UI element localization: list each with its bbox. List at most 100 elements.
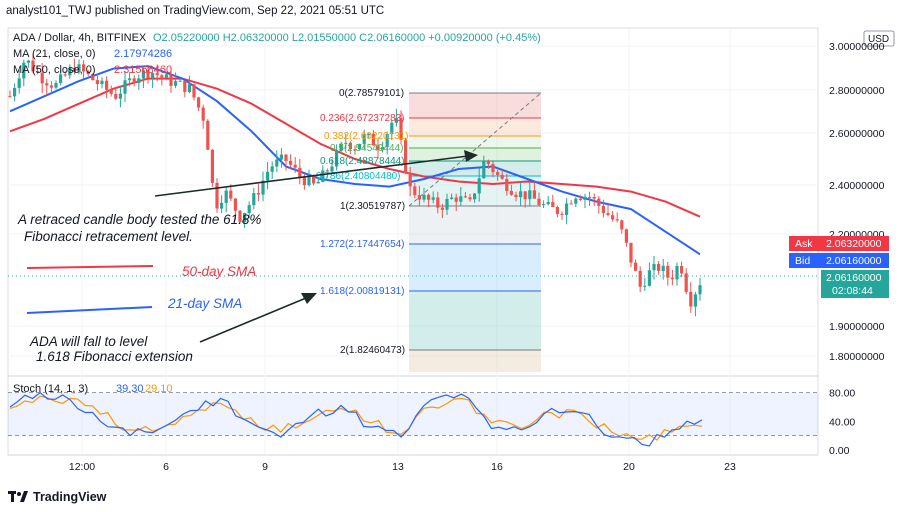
candle-body (551, 202, 555, 207)
candle-body (427, 194, 431, 200)
fib-level-label: 0.236(2.67237283) (320, 113, 405, 124)
candle-body (381, 147, 385, 150)
candle-body (49, 85, 53, 88)
legend-line-sma50 (26, 265, 154, 269)
annotation-fall-2: 1.618 Fibonacci extension (36, 349, 193, 364)
candle-body (565, 203, 569, 215)
candle-body (583, 196, 587, 200)
candle-body (293, 164, 297, 168)
candle-body (91, 74, 95, 81)
candle-body (302, 177, 306, 186)
candle-body (45, 83, 49, 86)
price-tags: Ask 2.06320000 Bid 2.06160000 2.06160000… (789, 236, 889, 298)
fib-zone (409, 244, 541, 291)
fib-zone (409, 291, 541, 350)
candle-body (325, 170, 329, 172)
candle-body (523, 191, 527, 200)
fib-level-label: 0(2.78579101) (339, 88, 404, 99)
candle-body (358, 143, 362, 150)
time-axis[interactable]: 12:00 6 9 13 16 20 23 (8, 454, 818, 473)
stoch-tick-label: 40.00 (829, 416, 855, 428)
fibonacci-labels: 0(2.78579101) 0.236(2.67237283) 0.382(2.60… (316, 88, 409, 356)
main-pane-grid (7, 27, 819, 456)
candle-body (155, 73, 159, 76)
candle-body (569, 203, 573, 205)
time-tick-label: 23 (724, 461, 736, 473)
candle-body (486, 161, 490, 164)
legend-line-sma21 (26, 306, 153, 314)
candle-body (588, 196, 592, 198)
tradingview-logo-icon (8, 491, 28, 502)
fibonacci-tool[interactable] (408, 92, 542, 373)
candle-body (215, 182, 219, 209)
candle-body (109, 89, 113, 94)
candle-body (298, 167, 302, 177)
price-tick-label: 2.80000000 (829, 85, 885, 97)
stoch-band (8, 392, 818, 436)
ask-tag-bg (789, 236, 889, 251)
candle-body (36, 71, 40, 73)
candle-body (528, 190, 532, 200)
ma50-legend-value: 2.31568460 (114, 64, 172, 76)
currency-box (863, 30, 895, 47)
candle-body (105, 80, 109, 90)
candle-body (629, 242, 633, 263)
time-tick-label: 16 (491, 461, 503, 473)
time-tick-label: 9 (262, 461, 268, 473)
fib-level-label: 1.272(2.17447654) (320, 239, 405, 250)
candle-body (634, 262, 638, 271)
candle-body (289, 160, 293, 165)
candle-body (597, 198, 601, 206)
stoch-tick-label: 80.00 (829, 388, 855, 400)
candle-body (514, 194, 518, 198)
candle-body (431, 197, 435, 200)
candle-body (339, 143, 343, 151)
candle-body (247, 205, 251, 213)
candle-body (652, 264, 656, 271)
time-tick-label: 20 (623, 461, 635, 473)
time-tick-label: 6 (163, 461, 169, 473)
candle-body (367, 133, 371, 135)
candle-body (270, 166, 274, 172)
bid-tag-bg (789, 253, 889, 268)
candle-body (59, 74, 63, 83)
candle-body (192, 84, 196, 98)
candle-body (592, 197, 596, 199)
fib-zone (409, 118, 541, 136)
candle-body (137, 78, 141, 83)
candle-body (624, 229, 628, 243)
footer-brand: TradingView (33, 490, 107, 504)
candle-body (643, 285, 647, 287)
candle-body (68, 67, 72, 76)
candle-body (542, 204, 546, 206)
candle-body (266, 171, 270, 181)
arrow-retrace (154, 155, 469, 197)
fib-level-label: 0.382(2.60220131) (324, 131, 409, 142)
candle-body (422, 194, 426, 200)
candle-body (238, 210, 242, 222)
annotation-retrace-2: Fibonacci retracement level. (24, 229, 193, 244)
ask-label: Ask (795, 238, 813, 250)
footer: TradingView (8, 487, 106, 507)
stoch-pane[interactable]: Stoch (14, 1, 3) 39.30 29.10 (8, 383, 818, 447)
candle-body (86, 71, 90, 75)
candle-body (450, 197, 454, 199)
candle-body (284, 154, 288, 161)
ask-value: 2.06320000 (826, 238, 882, 250)
candle-body (146, 70, 150, 78)
candle-body (491, 164, 495, 173)
candle-body (496, 172, 500, 175)
ma21-legend-label: MA (21, close, 0) (13, 48, 96, 60)
candle-body (578, 198, 582, 200)
candle-body (657, 264, 661, 271)
candle-body (77, 64, 81, 72)
candle-body (454, 197, 458, 202)
candle-body (440, 207, 444, 210)
candle-body (620, 220, 624, 230)
candle-body (100, 80, 104, 84)
candle-body (436, 197, 440, 208)
candle-body (666, 265, 670, 278)
candle-body (206, 120, 210, 150)
candle-body (330, 166, 334, 172)
